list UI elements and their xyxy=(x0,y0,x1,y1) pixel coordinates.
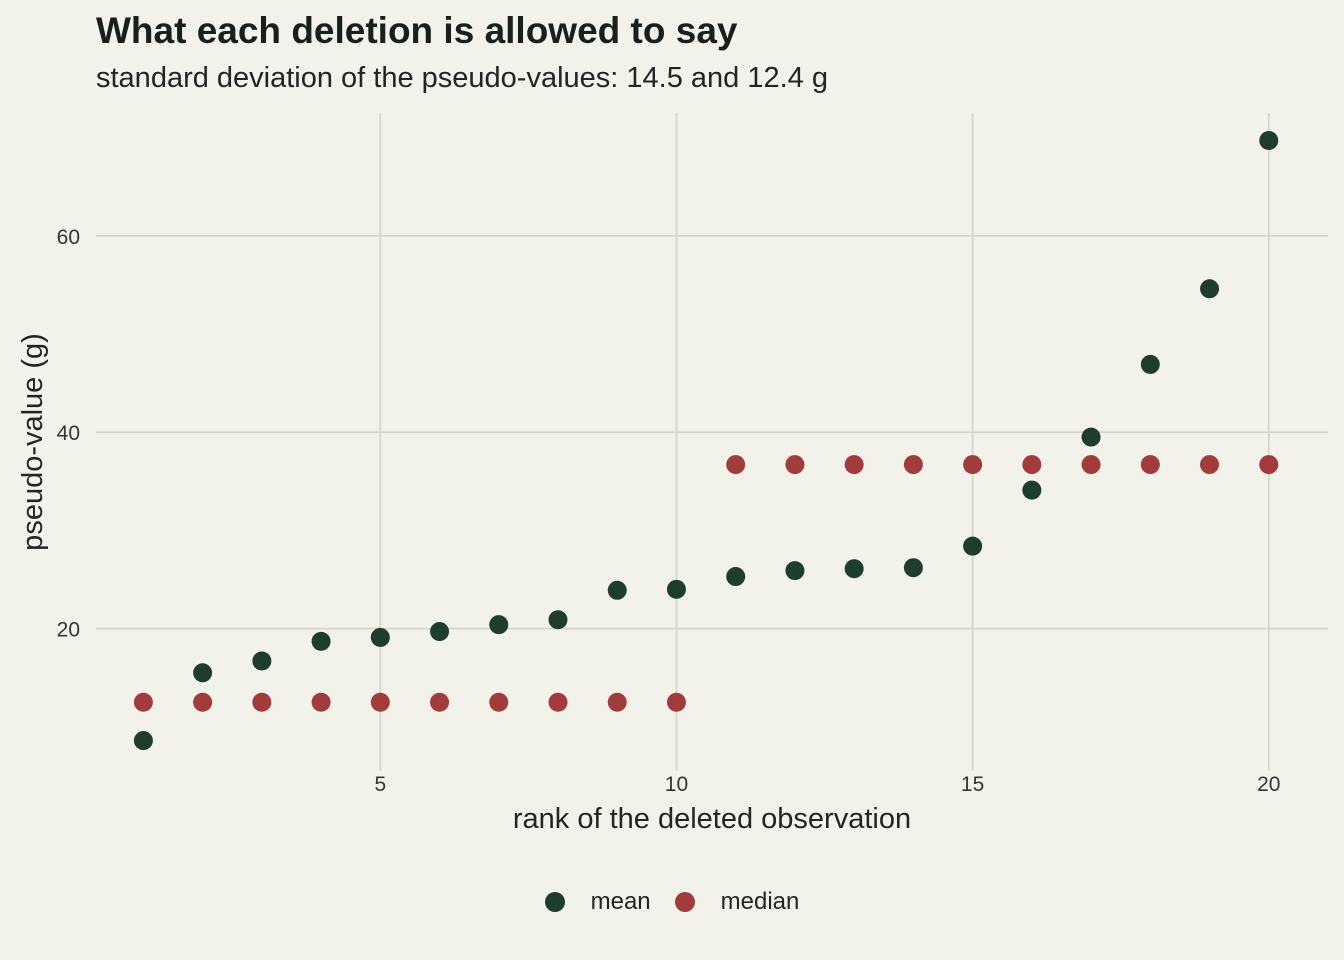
point-median-3 xyxy=(252,692,272,712)
point-median-6 xyxy=(430,692,450,712)
point-mean-13 xyxy=(844,559,864,579)
y-axis-title: pseudo-value (g) xyxy=(17,333,49,551)
x-tick-label: 10 xyxy=(665,773,688,796)
point-mean-14 xyxy=(903,558,923,578)
point-mean-4 xyxy=(311,631,331,651)
point-mean-17 xyxy=(1081,427,1101,447)
x-tick-label: 5 xyxy=(374,773,386,796)
point-mean-8 xyxy=(548,610,568,630)
legend-key-mean xyxy=(544,892,565,912)
gridlines xyxy=(96,113,1328,771)
x-axis-title: rank of the deleted observation xyxy=(513,803,911,835)
point-median-19 xyxy=(1200,455,1220,475)
tick-labels: 5 10 15 20 20 40 60 xyxy=(57,226,1281,796)
point-mean-3 xyxy=(252,651,272,671)
point-median-1 xyxy=(133,692,153,712)
point-median-18 xyxy=(1140,455,1160,475)
point-mean-11 xyxy=(726,567,746,587)
data-points xyxy=(133,130,1279,751)
point-median-20 xyxy=(1259,455,1279,475)
x-tick-label: 20 xyxy=(1257,773,1280,796)
point-median-5 xyxy=(370,692,390,712)
point-mean-7 xyxy=(489,615,509,635)
chart-subtitle: standard deviation of the pseudo-values:… xyxy=(96,62,828,94)
chart-title: What each deletion is allowed to say xyxy=(96,10,738,51)
x-tick-label: 15 xyxy=(961,773,984,796)
point-median-12 xyxy=(785,455,805,475)
point-mean-12 xyxy=(785,561,805,581)
point-median-13 xyxy=(844,455,864,475)
point-mean-16 xyxy=(1022,480,1042,500)
point-median-8 xyxy=(548,692,568,712)
y-tick-label: 20 xyxy=(57,619,80,642)
point-median-16 xyxy=(1022,455,1042,475)
point-median-4 xyxy=(311,692,331,712)
point-median-7 xyxy=(489,692,509,712)
point-mean-10 xyxy=(666,579,686,599)
point-mean-9 xyxy=(607,580,627,600)
point-mean-15 xyxy=(963,536,983,556)
point-median-14 xyxy=(903,455,923,475)
y-tick-label: 60 xyxy=(57,226,80,249)
point-median-2 xyxy=(193,692,213,712)
point-mean-1 xyxy=(133,731,153,751)
legend-item-mean: mean xyxy=(544,888,651,916)
legend-label-mean: mean xyxy=(590,888,651,915)
legend-item-median: median xyxy=(674,888,800,916)
point-mean-2 xyxy=(193,663,213,683)
point-median-9 xyxy=(607,692,627,712)
point-median-15 xyxy=(963,455,983,475)
point-mean-20 xyxy=(1259,130,1279,150)
point-mean-5 xyxy=(370,627,390,647)
point-mean-6 xyxy=(430,622,450,642)
legend-key-median xyxy=(674,892,695,912)
point-median-17 xyxy=(1081,455,1101,475)
point-median-10 xyxy=(666,692,686,712)
point-mean-18 xyxy=(1140,354,1160,374)
legend-label-median: median xyxy=(720,888,800,915)
legend: mean median xyxy=(0,888,1344,916)
point-median-11 xyxy=(726,455,746,475)
point-mean-19 xyxy=(1200,279,1220,299)
y-tick-label: 40 xyxy=(57,422,80,445)
